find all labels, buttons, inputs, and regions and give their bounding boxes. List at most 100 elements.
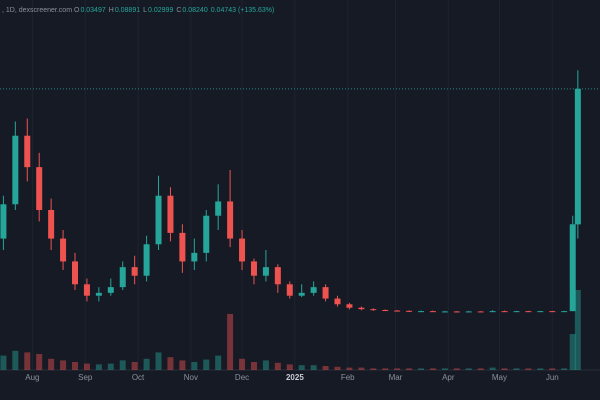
candle-body <box>477 311 484 313</box>
x-tick-label: 2025 <box>286 373 304 382</box>
volume-bar <box>501 368 508 370</box>
candle-body <box>239 238 246 262</box>
volume-bar <box>36 354 43 370</box>
candle-body <box>72 261 78 285</box>
candle-body <box>561 311 568 313</box>
candle-body <box>95 292 102 296</box>
volume-bar <box>370 368 377 370</box>
candle-body <box>370 309 377 311</box>
candle-body <box>107 287 114 293</box>
x-tick-label: Apr <box>442 373 455 382</box>
volume-bar <box>262 360 269 370</box>
candle-body <box>143 244 150 276</box>
header-value: 0.02999 <box>148 7 174 14</box>
candle-body <box>525 311 532 313</box>
x-tick-label: Aug <box>25 373 39 382</box>
volume-bar <box>569 334 576 370</box>
candle-body <box>358 307 365 310</box>
candle-body <box>441 311 448 313</box>
volume-bar <box>418 368 425 370</box>
candle-body <box>191 252 198 262</box>
x-tick-label: May <box>492 373 507 382</box>
candle-body <box>179 232 186 262</box>
candle-body <box>167 195 174 233</box>
candle-body <box>48 210 55 239</box>
volume-bar <box>453 368 460 370</box>
x-tick-label: Nov <box>184 373 198 382</box>
volume-bar <box>239 358 246 370</box>
candle-body <box>36 167 43 210</box>
candle-body <box>406 310 413 312</box>
volume-bar <box>513 368 520 370</box>
candle-body <box>203 215 210 253</box>
volume-bar <box>394 368 401 370</box>
volume-bar <box>489 367 496 370</box>
volume-bar <box>179 360 186 370</box>
header-key: O <box>73 7 80 14</box>
volume-bar <box>477 368 484 370</box>
candle-body <box>394 310 401 312</box>
candle-body <box>322 287 329 299</box>
volume-bar <box>465 368 472 370</box>
candle-body <box>537 311 544 313</box>
x-tick-label: Mar <box>389 373 403 382</box>
candle-body <box>489 311 496 313</box>
volume-bar <box>95 364 102 370</box>
volume-bar <box>382 368 389 370</box>
volume-bar <box>286 364 293 370</box>
header-change: 0.04743 (+135.63%) <box>210 7 275 14</box>
candle-body <box>274 267 281 285</box>
x-tick-label: Feb <box>341 373 355 382</box>
candle-body <box>24 135 31 168</box>
candle-body <box>131 267 138 276</box>
header-value: 0.08240 <box>182 7 208 14</box>
candle-body <box>574 88 581 225</box>
volume-bar <box>143 358 150 370</box>
candle-body <box>83 284 90 296</box>
candle-body <box>569 224 576 312</box>
header-value: 0.08891 <box>114 7 141 14</box>
volume-bar <box>346 367 353 370</box>
candle-body <box>262 267 269 276</box>
candle-body <box>60 238 67 262</box>
volume-bar <box>24 352 31 370</box>
volume-bar <box>574 290 581 370</box>
volume-bar <box>274 362 281 370</box>
header-value: 0.03497 <box>80 7 106 14</box>
candle-body <box>250 261 257 276</box>
volume-bar <box>334 366 341 370</box>
candle-body <box>549 311 556 313</box>
volume-bar <box>406 368 413 370</box>
header-key: C <box>176 7 182 14</box>
volume-bar <box>60 360 67 370</box>
volume-bar <box>358 367 365 370</box>
candle-body <box>215 201 222 216</box>
volume-bar <box>441 368 448 370</box>
x-tick-label: Jun <box>546 373 559 382</box>
volume-bar <box>561 368 568 370</box>
header-key: L <box>143 7 148 14</box>
volume-bar <box>191 362 198 370</box>
volume-bar <box>167 357 174 370</box>
candle-body <box>310 287 317 293</box>
candle-body <box>227 201 234 239</box>
candle-body <box>465 311 472 313</box>
volume-bar <box>537 368 544 370</box>
volume-bar <box>48 358 55 370</box>
candle-body <box>119 267 126 288</box>
volume-bar <box>525 368 532 370</box>
candle-body <box>286 284 293 296</box>
candle-body <box>382 310 389 311</box>
volume-bar <box>83 363 90 370</box>
volume-bar <box>250 362 257 370</box>
volume-bar <box>12 350 19 370</box>
volume-bar <box>429 368 436 370</box>
candle-body <box>453 311 460 313</box>
candle-body <box>298 292 305 296</box>
volume-bar <box>131 362 138 370</box>
header-prefix: , 1D, dexscreener.com <box>2 7 73 14</box>
volume-bar <box>0 355 7 370</box>
header-key: H <box>108 7 114 14</box>
